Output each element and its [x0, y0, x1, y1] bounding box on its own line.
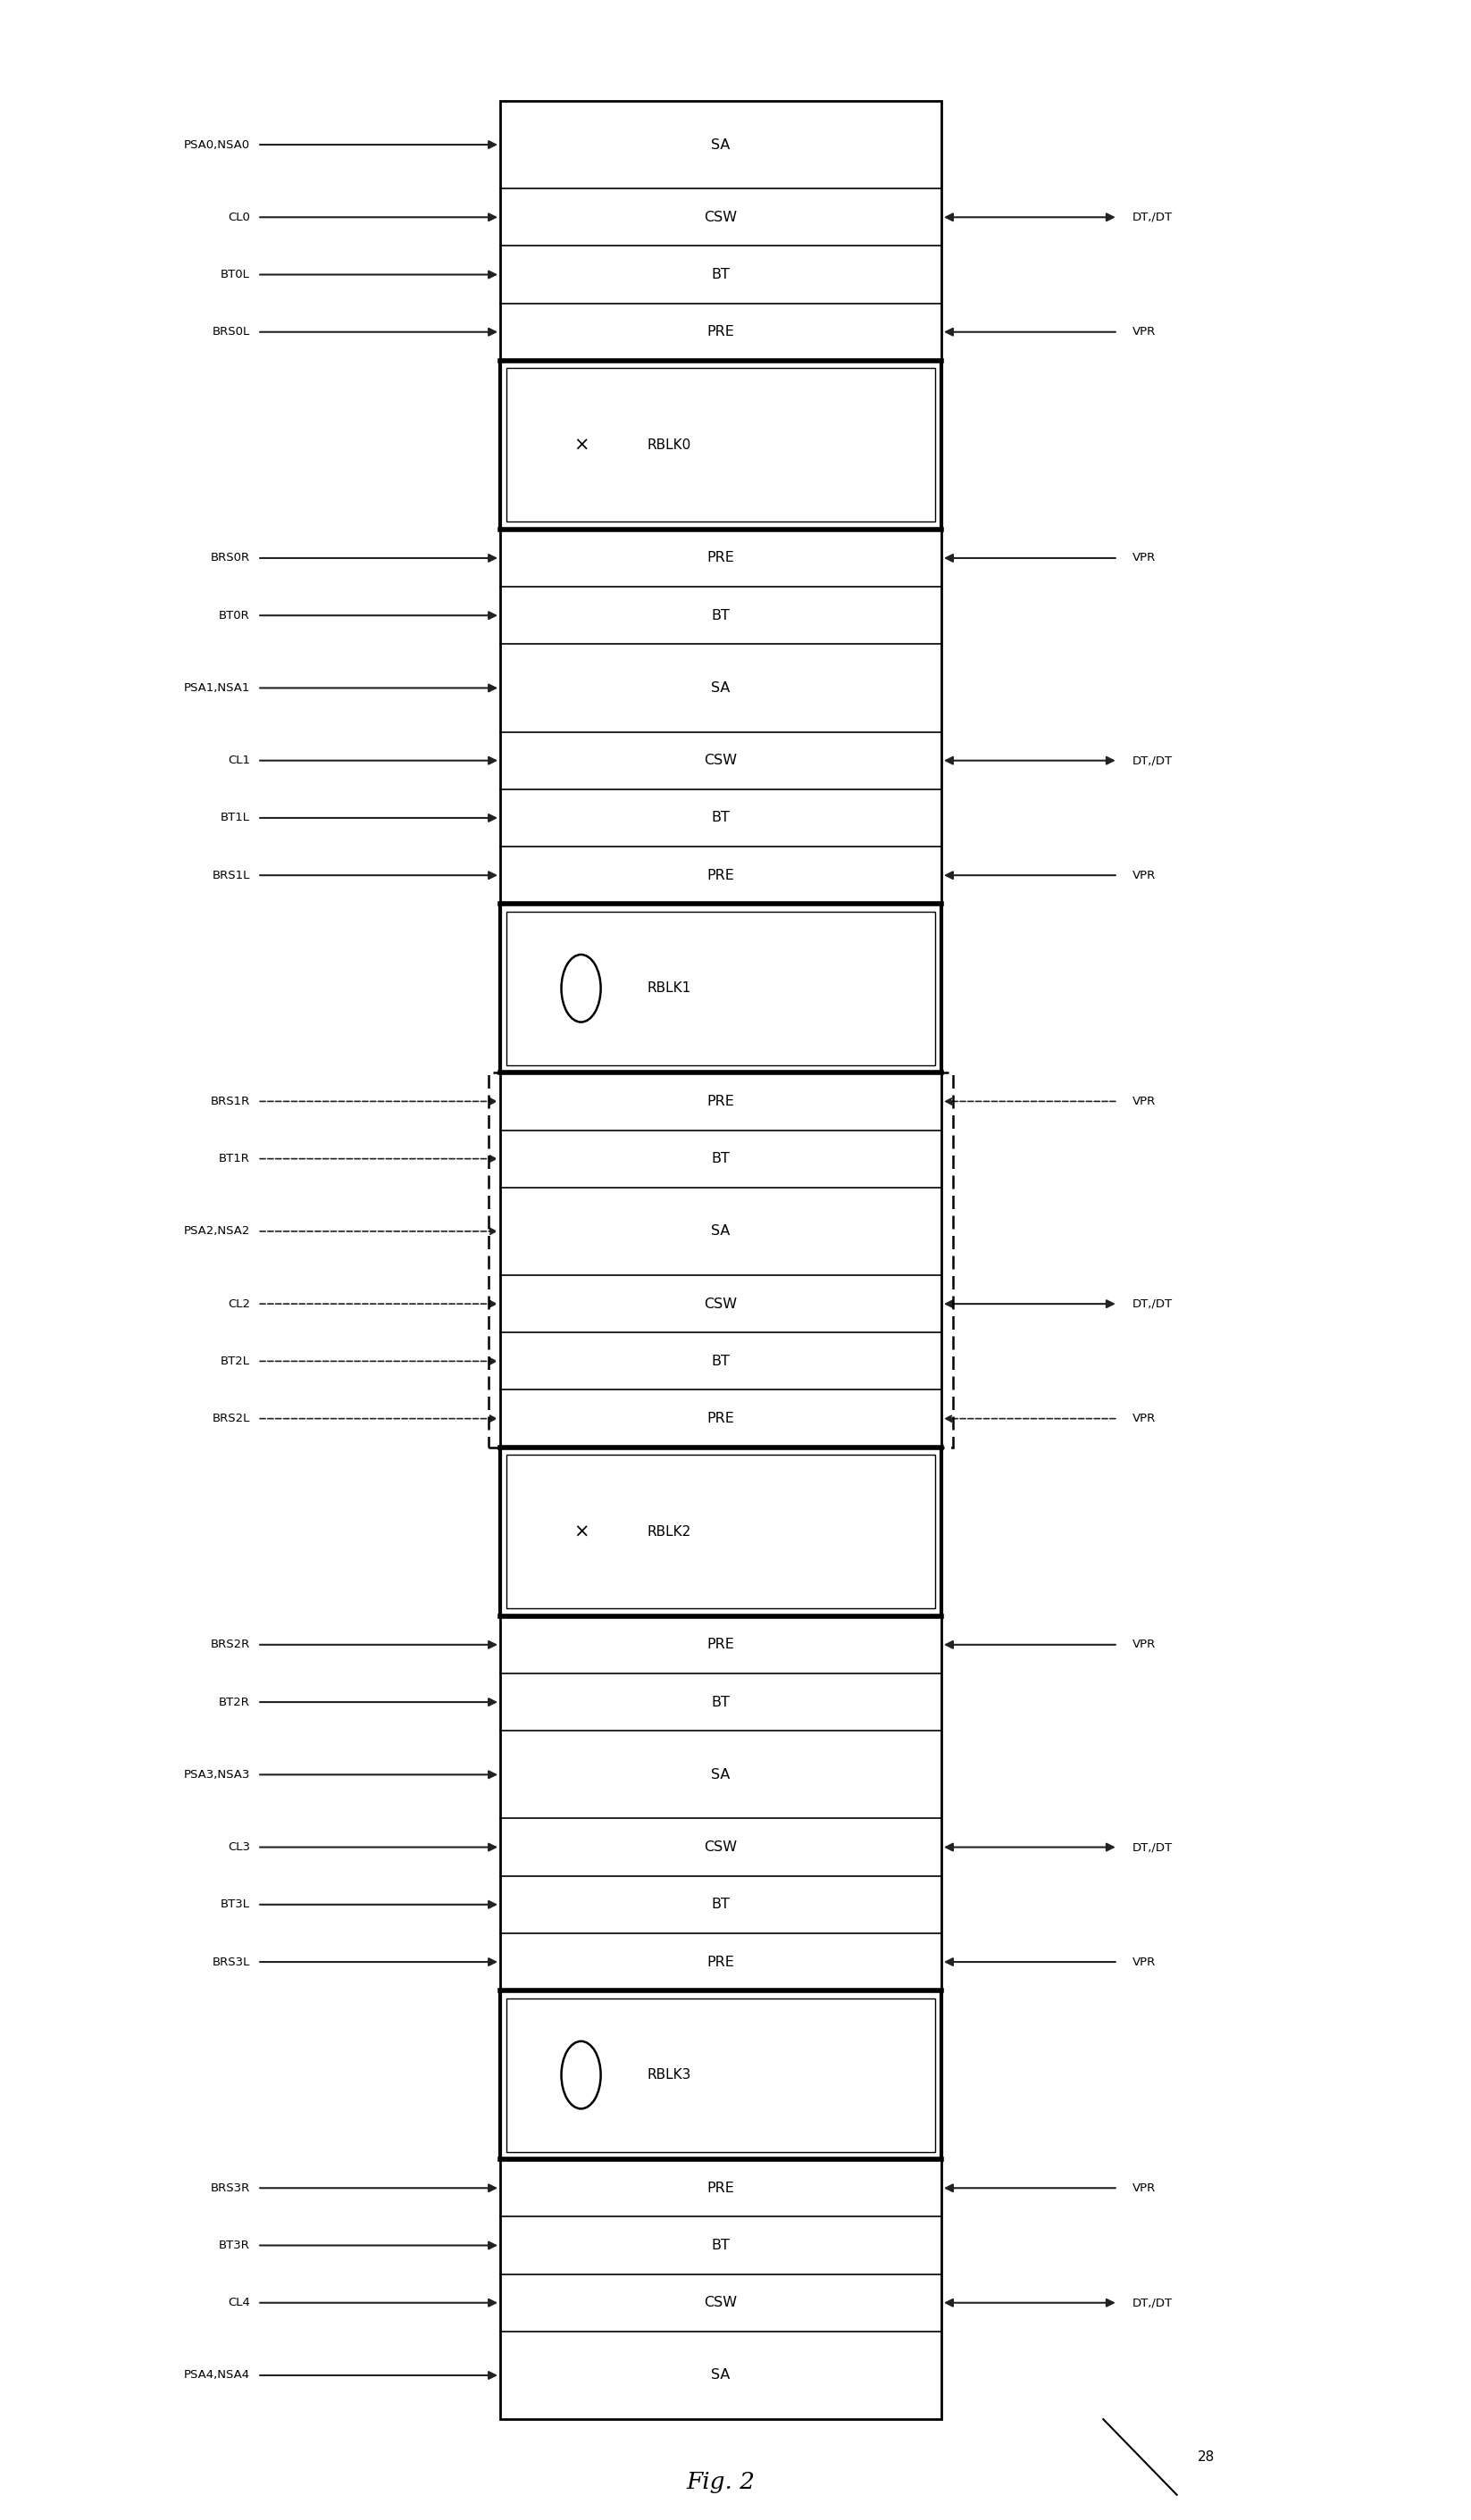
- Text: CL1: CL1: [228, 756, 250, 766]
- Text: BRS3L: BRS3L: [212, 1956, 250, 1968]
- Text: BT: BT: [712, 1696, 730, 1709]
- Text: VPR: VPR: [1133, 1638, 1156, 1651]
- Text: BRS0R: BRS0R: [210, 552, 250, 564]
- Text: BT: BT: [712, 610, 730, 622]
- Text: VPR: VPR: [1133, 325, 1156, 338]
- Bar: [506, 368, 936, 522]
- Text: SA: SA: [712, 2369, 730, 2381]
- Text: CL4: CL4: [228, 2296, 250, 2308]
- Text: SA: SA: [712, 1225, 730, 1237]
- Text: SA: SA: [712, 680, 730, 696]
- Text: PRE: PRE: [708, 1094, 734, 1109]
- Text: VPR: VPR: [1133, 552, 1156, 564]
- Text: BRS3R: BRS3R: [210, 2182, 250, 2195]
- Text: PSA4,NSA4: PSA4,NSA4: [184, 2369, 250, 2381]
- Text: VPR: VPR: [1133, 1956, 1156, 1968]
- Text: PSA1,NSA1: PSA1,NSA1: [184, 683, 250, 693]
- Text: RBLK3: RBLK3: [647, 2069, 691, 2082]
- Text: 28: 28: [1197, 2449, 1215, 2465]
- Text: PRE: PRE: [708, 2182, 734, 2195]
- Text: CSW: CSW: [705, 1298, 737, 1310]
- Text: RBLK2: RBLK2: [647, 1525, 691, 1537]
- Text: ×: ×: [574, 1522, 588, 1540]
- Text: PRE: PRE: [708, 1411, 734, 1426]
- Text: DT,/DT: DT,/DT: [1133, 1298, 1172, 1310]
- Text: BT2R: BT2R: [219, 1696, 250, 1709]
- Text: BT: BT: [712, 1356, 730, 1368]
- Text: DT,/DT: DT,/DT: [1133, 212, 1172, 224]
- Bar: [488, 1074, 953, 1446]
- Text: BT: BT: [712, 1898, 730, 1910]
- Text: SA: SA: [712, 139, 730, 151]
- Bar: [506, 1998, 936, 2152]
- Text: BT0L: BT0L: [221, 270, 250, 280]
- Bar: [500, 905, 941, 1074]
- Text: PRE: PRE: [708, 325, 734, 338]
- Text: Fig. 2: Fig. 2: [687, 2472, 755, 2492]
- Text: BT0R: BT0R: [219, 610, 250, 622]
- Text: CSW: CSW: [705, 1840, 737, 1855]
- Text: PSA2,NSA2: PSA2,NSA2: [184, 1225, 250, 1237]
- Text: BT: BT: [712, 267, 730, 282]
- Text: BRS1R: BRS1R: [210, 1096, 250, 1106]
- Bar: [506, 912, 936, 1066]
- Text: CSW: CSW: [705, 2296, 737, 2308]
- Text: CL2: CL2: [228, 1298, 250, 1310]
- Text: ×: ×: [574, 436, 588, 454]
- Text: BT3L: BT3L: [221, 1898, 250, 1910]
- Text: CSW: CSW: [705, 753, 737, 766]
- Text: RBLK0: RBLK0: [647, 438, 691, 451]
- Bar: [500, 101, 941, 2419]
- Text: BT: BT: [712, 2238, 730, 2253]
- Text: DT,/DT: DT,/DT: [1133, 1842, 1172, 1852]
- Text: PSA3,NSA3: PSA3,NSA3: [184, 1769, 250, 1782]
- Text: VPR: VPR: [1133, 1414, 1156, 1424]
- Text: BRS2R: BRS2R: [210, 1638, 250, 1651]
- Text: PRE: PRE: [708, 1638, 734, 1651]
- Text: DT,/DT: DT,/DT: [1133, 2296, 1172, 2308]
- Text: BRS1L: BRS1L: [212, 869, 250, 882]
- Text: PRE: PRE: [708, 552, 734, 564]
- Text: BT1R: BT1R: [219, 1154, 250, 1164]
- Text: PRE: PRE: [708, 869, 734, 882]
- Text: SA: SA: [712, 1769, 730, 1782]
- Text: CSW: CSW: [705, 212, 737, 224]
- Text: DT,/DT: DT,/DT: [1133, 756, 1172, 766]
- Text: BT2L: BT2L: [221, 1356, 250, 1366]
- Text: PRE: PRE: [708, 1956, 734, 1968]
- Text: PSA0,NSA0: PSA0,NSA0: [184, 139, 250, 151]
- Bar: [506, 1454, 936, 1608]
- Bar: [500, 360, 941, 529]
- Text: BT: BT: [712, 1152, 730, 1164]
- Text: VPR: VPR: [1133, 869, 1156, 882]
- Text: VPR: VPR: [1133, 1096, 1156, 1106]
- Text: BT1L: BT1L: [221, 811, 250, 824]
- Text: BRS0L: BRS0L: [212, 325, 250, 338]
- Bar: [500, 1446, 941, 1615]
- Text: BT: BT: [712, 811, 730, 824]
- Text: CL3: CL3: [228, 1842, 250, 1852]
- Text: BRS2L: BRS2L: [212, 1414, 250, 1424]
- Text: CL0: CL0: [228, 212, 250, 224]
- Text: VPR: VPR: [1133, 2182, 1156, 2195]
- Text: RBLK1: RBLK1: [647, 983, 691, 995]
- Text: BT3R: BT3R: [219, 2240, 250, 2250]
- Bar: [500, 1991, 941, 2160]
